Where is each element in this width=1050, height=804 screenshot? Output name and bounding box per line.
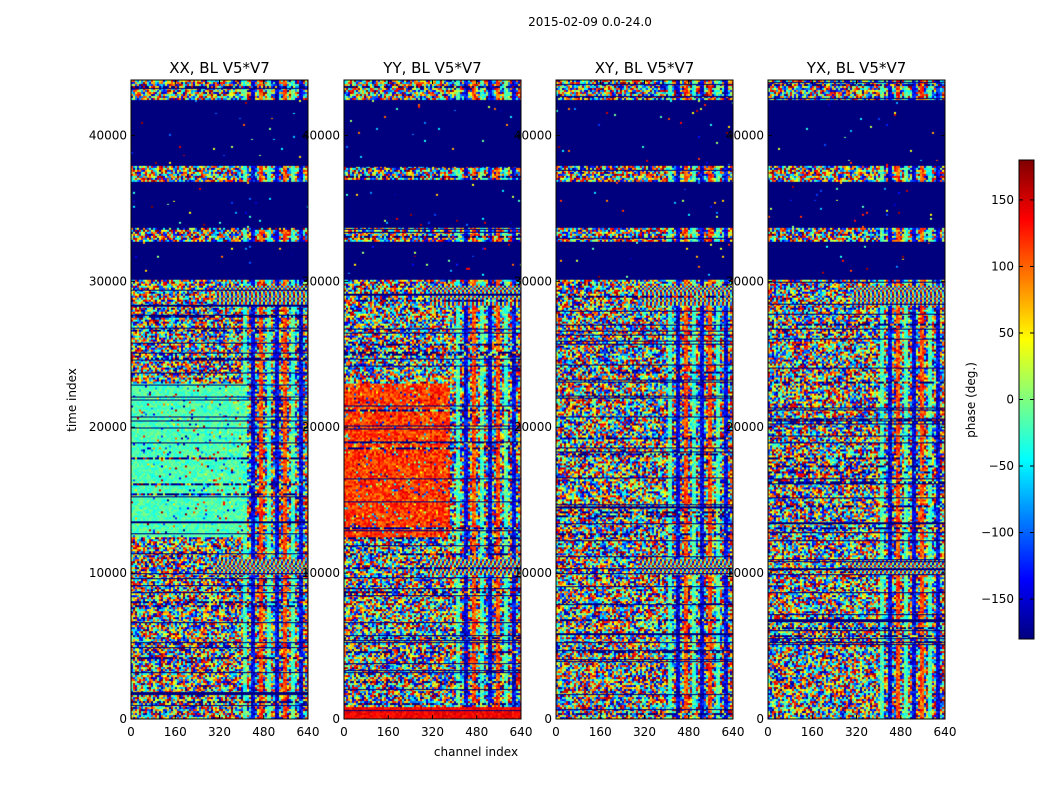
y-tick-label: 40000 bbox=[726, 128, 764, 142]
y-tick-label: 40000 bbox=[302, 128, 340, 142]
panel-yy: YY, BL V5*V7 0 160 320 480 640 0 10000 20000 3000… bbox=[302, 59, 533, 739]
y-tick-label: 0 bbox=[119, 712, 127, 726]
heatmap-image-xx bbox=[131, 80, 308, 719]
colorbar: 150 100 50 0 −50 −100 −150 phase (deg.) bbox=[964, 159, 1035, 640]
x-tick-label: 480 bbox=[252, 725, 275, 739]
y-tick-label: 0 bbox=[332, 712, 340, 726]
x-tick-label: 320 bbox=[633, 725, 656, 739]
panel-title-yy: YY, BL V5*V7 bbox=[382, 59, 481, 77]
colorbar-tick-label: 150 bbox=[991, 193, 1014, 207]
x-tick-label: 320 bbox=[421, 725, 444, 739]
x-tick-label: 640 bbox=[722, 725, 745, 739]
x-tick-label: 480 bbox=[889, 725, 912, 739]
y-tick-label: 30000 bbox=[514, 274, 552, 288]
y-tick-label: 20000 bbox=[302, 420, 340, 434]
y-tick-label: 20000 bbox=[89, 420, 127, 434]
x-tick-label: 640 bbox=[510, 725, 533, 739]
x-tick-label: 160 bbox=[801, 725, 824, 739]
x-tick-label: 0 bbox=[764, 725, 772, 739]
y-tick-label: 30000 bbox=[726, 274, 764, 288]
figure-suptitle: 2015-02-09 0.0-24.0 bbox=[528, 15, 652, 29]
colorbar-tick-label: 100 bbox=[991, 259, 1014, 273]
x-tick-label: 0 bbox=[552, 725, 560, 739]
heatmap-image-yx bbox=[768, 80, 945, 719]
y-tick-label: 0 bbox=[756, 712, 764, 726]
x-tick-label: 320 bbox=[208, 725, 231, 739]
y-tick-label: 10000 bbox=[89, 566, 127, 580]
y-axis-label: time index bbox=[65, 368, 79, 432]
x-tick-label: 480 bbox=[677, 725, 700, 739]
y-tick-label: 40000 bbox=[89, 128, 127, 142]
colorbar-tick-label: 50 bbox=[999, 326, 1014, 340]
panel-yx: YX, BL V5*V7 0 160 320 480 640 0 10000 20000 3000… bbox=[726, 59, 957, 739]
x-tick-label: 160 bbox=[377, 725, 400, 739]
y-tick-label: 10000 bbox=[514, 566, 552, 580]
x-axis-label: channel index bbox=[434, 745, 518, 759]
heatmap-image-yy bbox=[344, 80, 521, 719]
panel-xx: XX, BL V5*V7 0 160 320 480 640 0 10000 20000 3000… bbox=[89, 59, 320, 739]
x-tick-label: 0 bbox=[127, 725, 135, 739]
x-tick-label: 160 bbox=[589, 725, 612, 739]
x-tick-label: 640 bbox=[297, 725, 320, 739]
colorbar-tick-label: 0 bbox=[1006, 393, 1014, 407]
x-tick-label: 160 bbox=[164, 725, 187, 739]
panel-xy: XY, BL V5*V7 0 160 320 480 640 0 10000 20000 3000… bbox=[514, 59, 745, 739]
y-tick-label: 40000 bbox=[514, 128, 552, 142]
y-tick-label: 20000 bbox=[726, 420, 764, 434]
x-tick-label: 480 bbox=[465, 725, 488, 739]
colorbar-tick-label: −100 bbox=[981, 526, 1014, 540]
y-tick-label: 10000 bbox=[726, 566, 764, 580]
x-tick-label: 320 bbox=[845, 725, 868, 739]
y-tick-label: 30000 bbox=[302, 274, 340, 288]
y-tick-label: 20000 bbox=[514, 420, 552, 434]
y-tick-label: 10000 bbox=[302, 566, 340, 580]
colorbar-tick-label: −150 bbox=[981, 592, 1014, 606]
panel-title-xy: XY, BL V5*V7 bbox=[595, 59, 695, 77]
panel-title-xx: XX, BL V5*V7 bbox=[169, 59, 270, 77]
heatmap-image-xy bbox=[556, 80, 733, 719]
panel-title-yx: YX, BL V5*V7 bbox=[806, 59, 907, 77]
y-tick-label: 30000 bbox=[89, 274, 127, 288]
panels-group: XX, BL V5*V7 0 160 320 480 640 0 10000 20000 3000… bbox=[65, 59, 956, 759]
x-tick-label: 0 bbox=[340, 725, 348, 739]
x-tick-label: 640 bbox=[934, 725, 957, 739]
colorbar-tick-label: −50 bbox=[989, 459, 1014, 473]
y-tick-label: 0 bbox=[544, 712, 552, 726]
colorbar-label: phase (deg.) bbox=[964, 362, 978, 438]
